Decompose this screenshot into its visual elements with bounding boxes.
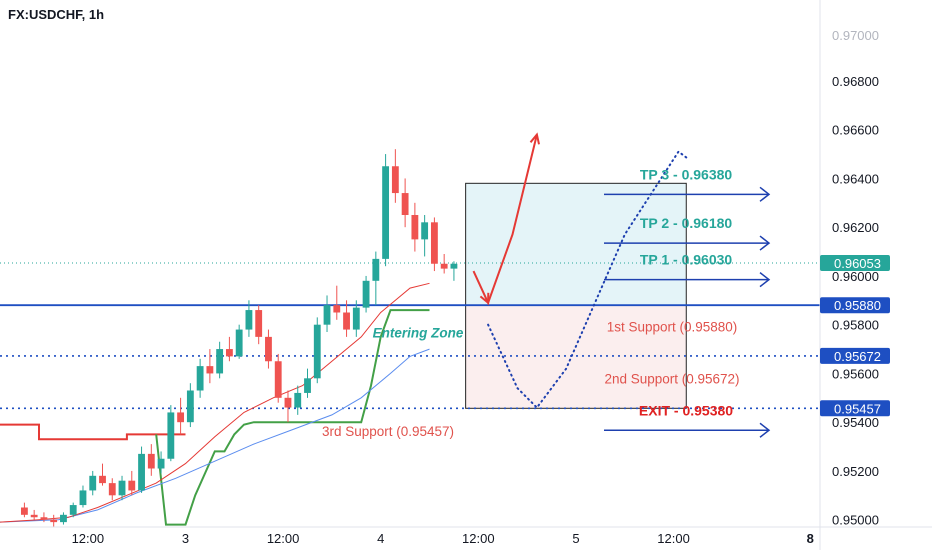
level-price-tag (820, 400, 890, 417)
price-axis-tick: 0.96000 (832, 269, 879, 284)
candle-body (157, 458, 165, 469)
candle-body (255, 310, 263, 337)
projection-red-up-arrowhead (529, 132, 540, 145)
candle-body (382, 166, 390, 259)
price-axis-tick: 0.95000 (832, 513, 879, 528)
support-label: 2nd Support (0.95672) (604, 371, 739, 386)
candle-body (352, 307, 360, 330)
candle-body (108, 483, 116, 496)
candle-body (421, 222, 429, 240)
red-moving-average (0, 282, 430, 523)
candle-body (294, 392, 302, 408)
candle-body (60, 514, 67, 523)
level-price-tag-text: 0.95457 (834, 401, 881, 416)
candle-body (186, 390, 194, 423)
level-price-tag (820, 347, 890, 364)
candle-body (450, 263, 458, 269)
candle-body (225, 349, 233, 357)
projection-red-down-arrowhead (479, 292, 490, 305)
target-arrow-head (759, 272, 771, 288)
candle-body (99, 475, 106, 484)
candle-body (147, 453, 155, 469)
level-price-tag (820, 297, 890, 314)
level-price-tag-text: 0.95672 (834, 349, 881, 364)
time-axis-tick: 8 (807, 531, 814, 546)
candle-body (216, 349, 224, 374)
level-price-tag-text: 0.95880 (834, 298, 881, 313)
candle-body (362, 280, 370, 308)
candle-body (265, 336, 272, 362)
price-axis-tick: 0.95400 (832, 415, 879, 430)
red-step-line (0, 423, 186, 441)
take-profit-label: TP 2 - 0.96180 (640, 215, 733, 231)
target-arrow-head (759, 422, 771, 438)
candle-body (30, 514, 38, 518)
candle-body (235, 329, 243, 357)
candle-body (411, 215, 419, 240)
candle-body (177, 412, 185, 423)
candle-body (440, 263, 448, 269)
time-axis-tick: 12:00 (267, 531, 300, 546)
entering-zone-label: Entering Zone (373, 325, 464, 340)
candle-body (50, 519, 58, 523)
take-profit-label: TP 3 - 0.96380 (640, 166, 733, 182)
time-axis-tick: 5 (572, 531, 579, 546)
target-zone-box (465, 182, 687, 306)
price-axis-tick: 0.95200 (832, 464, 879, 479)
candle-body (40, 517, 48, 520)
price-axis-tick: 0.96600 (832, 123, 879, 138)
candle-body (79, 490, 87, 506)
time-axis-tick: 3 (182, 531, 189, 546)
price-axis-tick: 0.95600 (832, 366, 879, 381)
current-price-tag (820, 255, 890, 272)
exit-label: EXIT - 0.95380 (639, 402, 733, 418)
price-axis-tick: 0.96800 (832, 74, 879, 89)
blue-moving-average (0, 348, 430, 523)
candle-body (20, 507, 28, 515)
candle-body (138, 453, 145, 491)
green-step-line (155, 309, 430, 526)
time-axis-tick: 12:00 (657, 531, 690, 546)
chart-symbol-title[interactable]: FX:USDCHF, 1h (8, 7, 105, 22)
candle-body (89, 475, 97, 491)
target-arrow-head (759, 186, 771, 202)
take-profit-label: TP 1 - 0.96030 (640, 252, 733, 268)
candle-body (323, 305, 331, 325)
candle-body (391, 166, 399, 194)
candle-body (284, 397, 292, 408)
candle-body (196, 366, 204, 391)
price-axis-tick: 0.95800 (832, 318, 879, 333)
time-axis-tick: 12:00 (462, 531, 495, 546)
time-axis-tick: 4 (377, 531, 384, 546)
candle-body (167, 412, 175, 459)
projection-red-path (472, 134, 538, 306)
candle-body (313, 324, 321, 379)
candle-body (401, 193, 409, 215)
candle-body (206, 366, 214, 374)
support-label: 1st Support (0.95880) (607, 320, 738, 335)
time-axis-tick: 12:00 (72, 531, 105, 546)
candle-body (333, 305, 341, 313)
candle-body (372, 258, 380, 281)
candle-body (430, 222, 438, 264)
price-axis-tick: 0.96400 (832, 171, 879, 186)
candle-body (128, 480, 136, 491)
candle-body (245, 310, 253, 330)
target-arrow-head (759, 235, 771, 251)
projection-dotted-path (487, 150, 690, 410)
candle-body (118, 480, 126, 496)
current-price-tag-text: 0.96053 (834, 256, 881, 271)
candle-body (274, 361, 282, 398)
price-axis-tick: 0.96200 (832, 220, 879, 235)
candle-body (343, 312, 350, 330)
support-label: 3rd Support (0.95457) (322, 424, 454, 439)
candle-body (69, 505, 77, 515)
candle-body (304, 378, 311, 393)
price-axis-tick-partial: 0.97000 (832, 28, 879, 43)
price-axis-header-bg (826, 0, 932, 18)
